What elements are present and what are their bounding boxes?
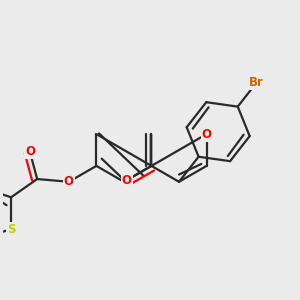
Text: O: O	[202, 128, 212, 141]
Text: O: O	[122, 174, 132, 187]
Text: Br: Br	[249, 76, 264, 89]
Text: O: O	[64, 175, 74, 188]
Text: O: O	[25, 146, 35, 158]
Text: S: S	[7, 223, 15, 236]
